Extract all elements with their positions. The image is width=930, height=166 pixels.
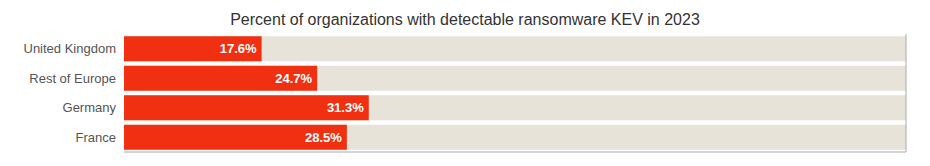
svg-text:France: France bbox=[76, 130, 116, 145]
svg-text:31.3%: 31.3% bbox=[327, 100, 364, 115]
svg-text:Rest of Europe: Rest of Europe bbox=[29, 71, 116, 86]
svg-text:24.7%: 24.7% bbox=[275, 71, 312, 86]
html-text:Percent of organizations with: Percent of organizations with detectable… bbox=[230, 11, 700, 28]
svg-text:17.6%: 17.6% bbox=[220, 41, 257, 56]
svg-text:28.5%: 28.5% bbox=[305, 130, 342, 145]
svg-text:Germany: Germany bbox=[63, 100, 117, 115]
svg-text:United Kingdom: United Kingdom bbox=[24, 41, 117, 56]
